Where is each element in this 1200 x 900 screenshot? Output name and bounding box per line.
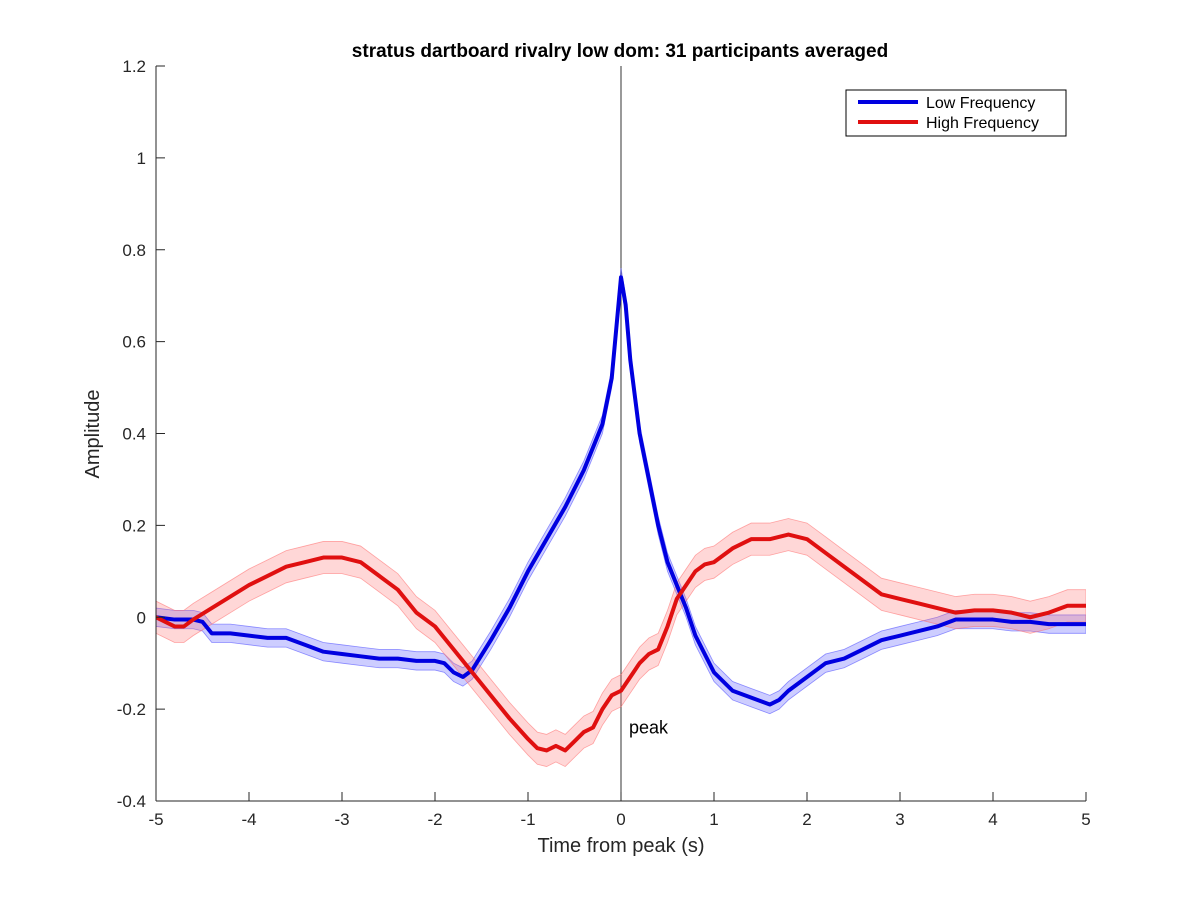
y-tick-label: 1.2 — [122, 57, 146, 76]
x-tick-label: 1 — [709, 810, 718, 829]
y-tick-label: 1 — [137, 149, 146, 168]
x-axis-label: Time from peak (s) — [537, 835, 704, 857]
axes: -5 -4 -3 -2 -1 0 1 2 3 4 5 -0.4 -0.2 0 0.2 0.4 0.6 0.8 1 1.… — [117, 57, 1091, 829]
y-tick-label: 0 — [137, 608, 146, 627]
x-tick-label: -3 — [334, 810, 349, 829]
y-tick-label: 0.8 — [122, 241, 146, 260]
x-tick-label: -5 — [148, 810, 163, 829]
y-tick-label: 0.2 — [122, 516, 146, 535]
series-band-low-frequency — [156, 268, 1086, 715]
x-tick-label: 3 — [895, 810, 904, 829]
y-tick-label: -0.4 — [117, 792, 146, 811]
legend: Low Frequency High Frequency — [845, 89, 1067, 137]
series-line-low-frequency — [156, 275, 1086, 707]
plot-clipped-group — [156, 66, 1086, 801]
peak-annotation: peak — [629, 718, 669, 738]
y-tick-label: 0.6 — [122, 333, 146, 352]
y-axis-label: Amplitude — [82, 390, 104, 479]
series-line-high-frequency — [156, 532, 1086, 753]
legend-label-high-frequency: High Frequency — [926, 115, 1039, 132]
x-tick-label: 2 — [802, 810, 811, 829]
x-tick-label: 4 — [988, 810, 997, 829]
x-tick-label: 0 — [616, 810, 625, 829]
legend-label-low-frequency: Low Frequency — [926, 95, 1035, 112]
chart-title: stratus dartboard rivalry low dom: 31 pa… — [352, 41, 888, 62]
x-tick-label: -2 — [427, 810, 442, 829]
x-tick-label: -1 — [520, 810, 535, 829]
y-tick-label: -0.2 — [117, 700, 146, 719]
x-tick-label: -4 — [241, 810, 256, 829]
legend-box — [845, 89, 1067, 137]
plot-area: peak — [156, 66, 1086, 801]
y-tick-label: 0.4 — [122, 425, 146, 444]
x-tick-label: 5 — [1081, 810, 1090, 829]
